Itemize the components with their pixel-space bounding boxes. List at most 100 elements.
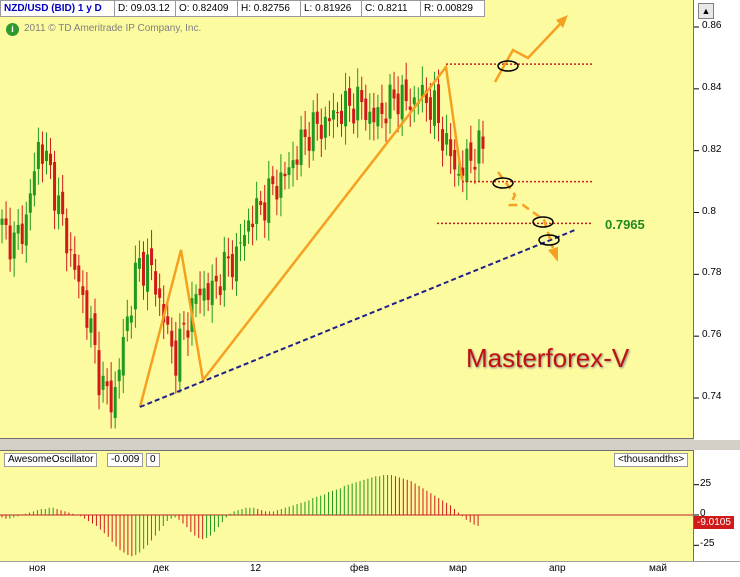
candle-body xyxy=(364,98,368,121)
range-value: R: 0.00829 xyxy=(420,0,485,17)
price-tick-label: 0.8 xyxy=(702,205,716,217)
price-chart-panel[interactable] xyxy=(0,0,694,439)
candle-body xyxy=(182,322,186,325)
candle-body xyxy=(408,106,412,110)
candle-body xyxy=(400,84,404,120)
candle-body xyxy=(109,380,113,413)
support-trendline xyxy=(139,229,576,408)
candle-body xyxy=(275,186,279,200)
candle-body xyxy=(259,201,263,206)
level-label: 0.7965 xyxy=(605,217,645,232)
candle-body xyxy=(20,223,24,245)
candle-body xyxy=(473,166,477,170)
candle-body xyxy=(392,89,396,99)
candle-body xyxy=(271,176,275,185)
candle-body xyxy=(356,86,360,121)
oscillator-name[interactable]: AwesomeOscillator xyxy=(4,453,98,467)
candle-body xyxy=(449,139,453,157)
candle-body xyxy=(125,316,129,332)
candle-body xyxy=(319,124,323,139)
wave-pattern-line xyxy=(138,63,464,408)
annotation-ellipse xyxy=(492,177,514,189)
candle-body xyxy=(396,93,400,115)
candle-body xyxy=(424,90,428,104)
candle-body xyxy=(315,111,319,124)
scroll-up-button[interactable]: ▲ xyxy=(698,3,714,19)
candle-body xyxy=(420,84,424,98)
candle-body xyxy=(101,375,105,390)
candle-body xyxy=(81,286,85,296)
candle-body xyxy=(40,144,44,164)
candle-body xyxy=(218,286,222,296)
candle-body xyxy=(331,110,335,120)
candle-body xyxy=(210,280,214,306)
candle-body xyxy=(117,369,121,382)
candle-body xyxy=(93,313,97,345)
watermark-text: Masterforex-V xyxy=(466,343,630,373)
candle-body xyxy=(255,198,259,224)
info-icon[interactable]: i xyxy=(6,23,19,36)
candle-body xyxy=(137,258,141,269)
candle-body xyxy=(348,88,352,106)
oscillator-units: <thousandths> xyxy=(614,453,689,467)
oscillator-axis xyxy=(694,450,740,561)
date-tick-label: май xyxy=(649,563,668,574)
oscillator-param: 0 xyxy=(146,453,160,467)
candle-body xyxy=(360,90,364,103)
candle-body xyxy=(170,330,174,347)
candle-body xyxy=(368,111,372,124)
candle-body xyxy=(146,254,150,292)
annotation-ellipse xyxy=(538,234,560,246)
price-tick-label: 0.82 xyxy=(702,143,722,155)
date-tick-label: ноя xyxy=(29,563,46,574)
candle-body xyxy=(166,316,170,325)
candle-body xyxy=(89,318,93,333)
candle-body xyxy=(186,330,190,338)
candle-body xyxy=(28,193,32,213)
candle-body xyxy=(12,232,16,259)
candle-body xyxy=(85,290,89,328)
candle-body xyxy=(335,112,339,114)
oscillator-tick-label: 0 xyxy=(700,508,706,519)
candle-body xyxy=(8,225,12,260)
candle-body xyxy=(206,283,210,300)
candle-body xyxy=(113,386,117,419)
candle-body xyxy=(36,141,40,169)
candle-body xyxy=(121,336,125,376)
candle-body xyxy=(73,253,77,270)
candle-body xyxy=(174,340,178,376)
candle-body xyxy=(327,118,331,122)
candle-body xyxy=(49,153,53,166)
date-tick-label: апр xyxy=(549,563,566,574)
candle-body xyxy=(311,112,315,152)
candle-body xyxy=(97,350,101,396)
candle-body xyxy=(340,110,344,124)
candle-body xyxy=(267,178,271,223)
candle-body xyxy=(16,224,20,234)
panel-divider[interactable] xyxy=(0,439,740,450)
candle-body xyxy=(295,159,299,165)
open-value: O: 0.82409 xyxy=(175,0,238,17)
candle-body xyxy=(105,381,109,387)
copyright-text: 2011 © TD Ameritrade IP Company, Inc. xyxy=(24,23,202,34)
candle-body xyxy=(178,328,182,382)
candle-body xyxy=(44,150,48,162)
oscillator-tick-label: -25 xyxy=(700,538,715,550)
candle-body xyxy=(469,142,473,161)
candle-body xyxy=(129,315,133,323)
candle-body xyxy=(380,102,384,115)
candle-body xyxy=(437,84,441,123)
price-tick-label: 0.84 xyxy=(702,81,722,93)
candle-body xyxy=(4,218,8,225)
candle-body xyxy=(457,173,461,176)
candle-body xyxy=(465,148,469,182)
candle-body xyxy=(65,217,69,254)
candle-body xyxy=(230,254,234,278)
candle-body xyxy=(279,172,283,198)
price-tick-label: 0.86 xyxy=(702,20,722,31)
candle-body xyxy=(57,195,61,215)
symbol-label[interactable]: NZD/USD (BID) 1 y D xyxy=(0,0,115,17)
candle-body xyxy=(404,79,408,102)
candle-body xyxy=(226,256,230,259)
